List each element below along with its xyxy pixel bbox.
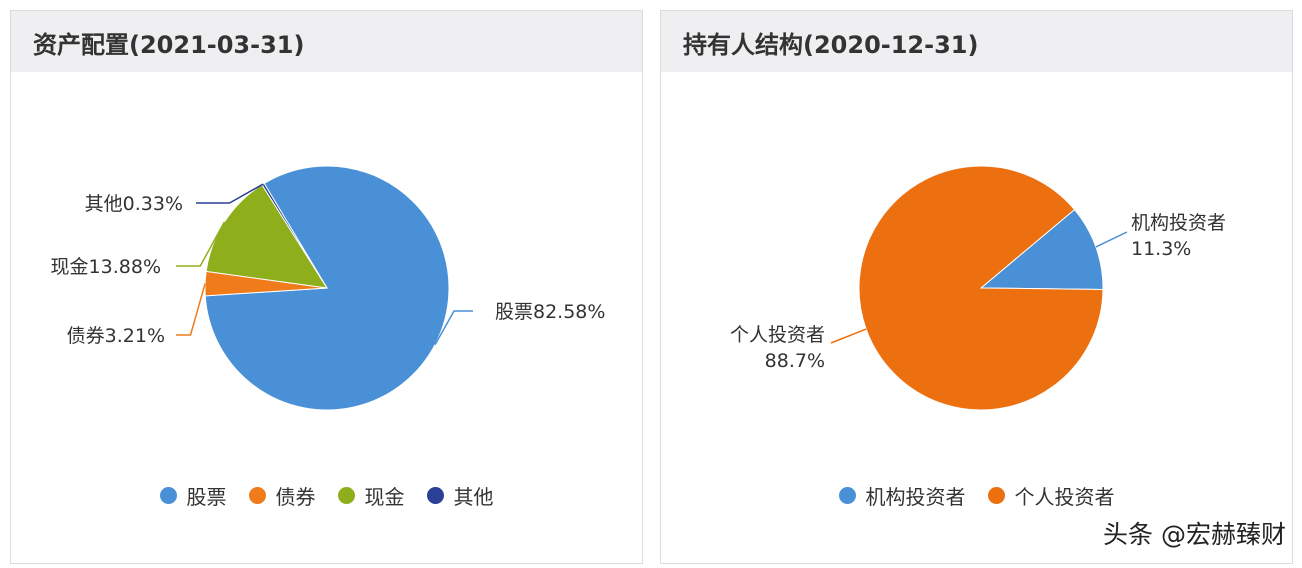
slice-label-cash: 现金13.88% — [51, 256, 161, 278]
legend-dot-cash — [337, 487, 355, 504]
slice-label-bonds: 债券3.21% — [67, 325, 165, 347]
legend-item-stocks[interactable]: 股票 — [159, 481, 227, 510]
legend-label-bonds: 债券 — [275, 485, 316, 509]
watermark-text: 头条 @宏赫臻财 — [1103, 520, 1286, 549]
legend-label-institutional: 机构投资者 — [865, 485, 966, 509]
leader-line-bonds — [176, 283, 206, 336]
legend-label-stocks: 股票 — [186, 485, 227, 509]
pie-slice-institutional[interactable] — [979, 208, 1104, 290]
leader-line-individual — [830, 328, 867, 344]
legend-item-other[interactable]: 其他 — [426, 481, 494, 510]
holder-structure-pie-chart: 机构投资者 11.3% 个人投资者 88.7% — [730, 165, 1226, 411]
holder-structure-title: 持有人结构(2020-12-31) — [683, 31, 979, 59]
slice-label-value-individual: 88.7% — [765, 350, 825, 372]
legend-item-institutional[interactable]: 机构投资者 — [838, 481, 966, 510]
slice-label-value-institutional: 11.3% — [1131, 238, 1191, 260]
asset-allocation-title: 资产配置(2021-03-31) — [33, 31, 305, 59]
slice-label-name-individual: 个人投资者 — [730, 324, 825, 346]
legend-dot-institutional — [838, 487, 856, 504]
holder-structure-panel: 持有人结构(2020-12-31) 机构投资者 11.3% 个人投资者 88.7% 机… — [660, 10, 1293, 564]
panel-header: 持有人结构(2020-12-31) — [661, 11, 1292, 72]
leader-line-stocks — [434, 310, 473, 345]
leader-line-cash — [176, 221, 226, 267]
legend-item-individual[interactable]: 个人投资者 — [987, 481, 1115, 510]
legend-label-cash: 现金 — [364, 485, 405, 509]
slice-label-name-institutional: 机构投资者 — [1131, 212, 1226, 234]
leader-line-institutional — [1095, 231, 1128, 248]
legend-label-other: 其他 — [453, 485, 494, 509]
legend-dot-other — [426, 487, 444, 504]
legend-item-bonds[interactable]: 债券 — [248, 481, 316, 510]
leader-line-other — [196, 183, 264, 204]
slice-label-stocks: 股票82.58% — [495, 301, 605, 323]
asset-allocation-pie-chart: 股票82.58% 债券3.21% 现金13.88% 其他0.33% — [51, 165, 605, 411]
panel-header: 资产配置(2021-03-31) — [11, 11, 642, 72]
asset-allocation-panel: 资产配置(2021-03-31) 股票82.58% 债券3.21% 现金13.88%… — [10, 10, 643, 564]
holder-structure-legend: 机构投资者 个人投资者 — [661, 481, 1292, 510]
slice-label-other: 其他0.33% — [85, 193, 183, 215]
legend-label-individual: 个人投资者 — [1014, 485, 1115, 509]
legend-dot-stocks — [159, 487, 177, 504]
legend-dot-bonds — [248, 487, 266, 504]
legend-item-cash[interactable]: 现金 — [337, 481, 405, 510]
legend-dot-individual — [987, 487, 1005, 504]
asset-allocation-legend: 股票 债券 现金 其他 — [11, 481, 642, 510]
